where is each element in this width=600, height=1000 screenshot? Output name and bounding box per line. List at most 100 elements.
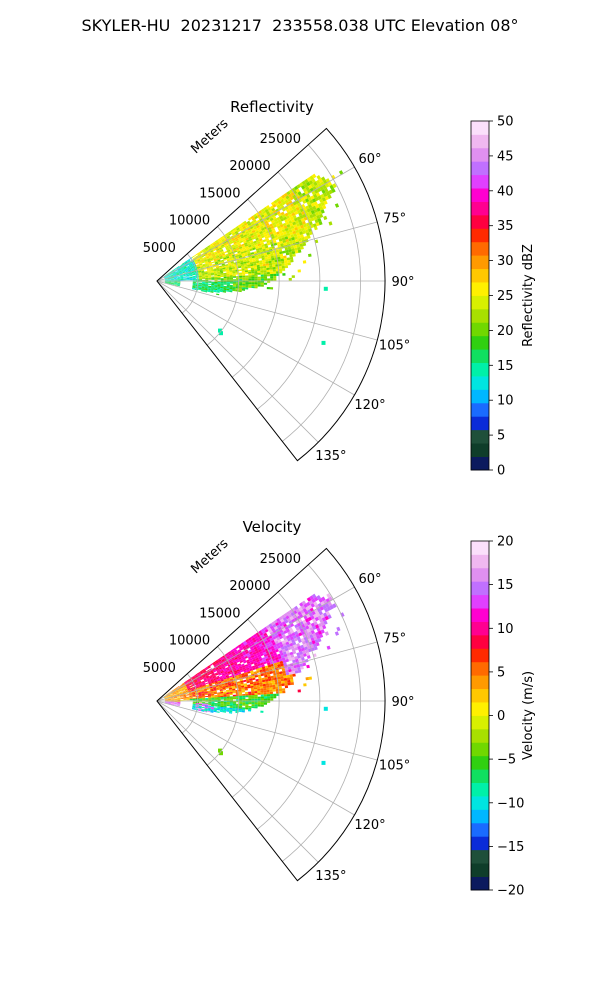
echo-cell: [280, 258, 285, 262]
echo-cell: [238, 255, 243, 259]
echo-cell: [164, 696, 168, 699]
echo-cell: [243, 654, 248, 658]
echo-cell: [177, 704, 181, 705]
echo-cell: [198, 706, 202, 708]
echo-cell: [190, 267, 194, 269]
echo-cell: [233, 241, 237, 245]
echo-cell: [217, 692, 221, 694]
echo-cell: [205, 284, 209, 286]
echo-cell: [210, 245, 215, 249]
echo-cell: [221, 680, 225, 683]
echo-cell: [290, 629, 295, 634]
echo-cell: [260, 673, 265, 677]
echo-cell: [221, 253, 226, 256]
echo-cell: [303, 615, 308, 620]
echo-cell: [251, 243, 255, 247]
echo-cell: [229, 697, 233, 700]
echo-cell: [199, 676, 203, 679]
echo-cell: [234, 671, 238, 675]
echo-cell: [236, 241, 241, 245]
echo-cell: [281, 648, 286, 653]
echo-cell: [297, 669, 302, 673]
echo-cell: [189, 279, 193, 281]
echo-cell: [164, 277, 168, 279]
echo-cell: [183, 698, 187, 700]
echo-cell: [174, 279, 178, 281]
echo-cell: [211, 702, 215, 705]
echo-cell: [304, 226, 308, 231]
echo-cell: [205, 276, 209, 279]
echo-cell: [180, 699, 184, 701]
echo-cell: [269, 651, 274, 655]
echo-cell: [262, 263, 266, 267]
echo-cell: [262, 659, 267, 663]
echo-cell: [221, 658, 225, 662]
echo-cell: [219, 236, 224, 240]
echo-cell: [291, 236, 295, 241]
echo-cell: [220, 657, 224, 661]
echo-cell: [172, 272, 176, 275]
echo-cell: [208, 682, 212, 685]
echo-cell: [174, 703, 178, 704]
echo-cell: [179, 691, 183, 694]
echo-cell: [310, 603, 315, 608]
echo-cell: [200, 686, 204, 688]
echo-cell: [183, 696, 187, 698]
echo-cell: [251, 217, 256, 221]
echo-cell: [285, 641, 290, 646]
echo-cell: [252, 257, 256, 261]
echo-cell: [211, 283, 215, 286]
echo-cell: [240, 262, 244, 265]
echo-cell: [251, 286, 255, 289]
echo-cell: [308, 624, 313, 629]
echo-cell: [195, 675, 199, 678]
echo-cell: [267, 213, 272, 217]
echo-cell: [256, 652, 261, 656]
echo-cell: [211, 694, 215, 696]
echo-cell: [214, 659, 219, 663]
echo-cell: [239, 652, 243, 656]
echo-cell: [266, 685, 270, 688]
echo-cell: [282, 231, 287, 235]
echo-cell: [176, 276, 180, 277]
echo-cell: [174, 698, 178, 700]
echo-cell: [198, 695, 202, 697]
echo-cell: [171, 278, 175, 280]
echo-cell: [279, 240, 284, 244]
echo-cell: [306, 601, 311, 607]
echo-cell: [229, 272, 233, 274]
echo-cell: [290, 682, 294, 685]
colorbar-segment: [471, 688, 489, 703]
echo-cell: [164, 697, 168, 699]
echo-cell: [319, 198, 324, 203]
echo-cell: [279, 230, 283, 234]
echo-cell: [218, 673, 222, 676]
echo-cell: [227, 237, 231, 240]
echo-cell: [223, 257, 227, 260]
echo-cell: [229, 256, 233, 260]
echo-cell: [220, 275, 224, 278]
echo-cell: [186, 266, 190, 269]
echo-cell: [229, 707, 233, 710]
echo-cell: [312, 618, 317, 623]
echo-cell: [171, 702, 175, 704]
echo-cell: [198, 276, 202, 278]
echo-cell: [201, 248, 206, 252]
echo-cell: [241, 644, 245, 648]
echo-cell: [249, 651, 253, 655]
echo-cell: [256, 686, 261, 690]
echo-cell: [222, 268, 226, 271]
echo-cell: [214, 680, 218, 683]
echo-cell: [212, 687, 217, 689]
echo-cell: [174, 281, 178, 283]
echo-cell: [208, 261, 212, 264]
echo-cell: [187, 687, 191, 690]
echo-cell: [216, 288, 221, 291]
echo-cell: [281, 657, 286, 661]
echo-cell: [284, 682, 288, 686]
echo-cell: [192, 277, 196, 279]
echo-cell: [214, 273, 218, 276]
echo-cell: [242, 284, 246, 286]
echo-cell: [217, 277, 221, 279]
colorbar-segment: [471, 863, 489, 877]
